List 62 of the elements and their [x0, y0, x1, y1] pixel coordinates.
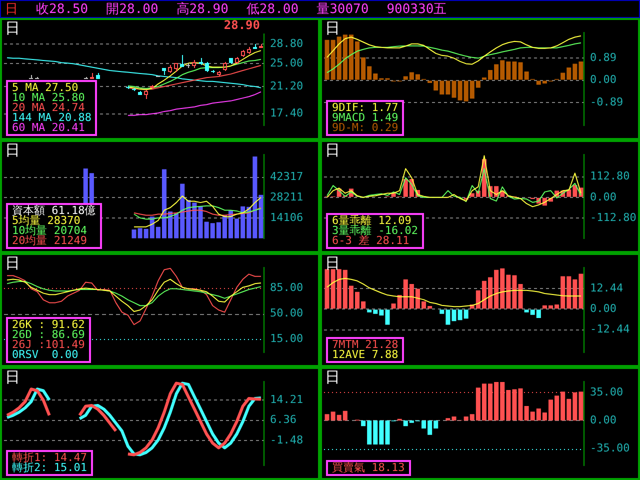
annotation: 0RSV 0.00	[12, 348, 78, 361]
text: 轉折2: 15.01	[12, 461, 87, 474]
annotation: 日	[325, 141, 340, 159]
text: 高28.90	[176, 1, 228, 18]
annotation: 日	[325, 368, 340, 386]
text: 收28.50	[36, 1, 88, 18]
annotation: 日	[5, 19, 20, 37]
text: 26J :101.49	[12, 338, 85, 351]
y-tick-label: 0.00	[590, 413, 616, 426]
series-label: 7MTM 21.28	[332, 338, 398, 351]
text: 10 MA 25.80	[12, 91, 86, 104]
y-tick-label: 15.00	[270, 332, 304, 346]
text: 9DIF: 1.77	[332, 101, 398, 114]
text: 26D : 86.69	[12, 328, 85, 341]
text: 9MACD 1.49	[332, 111, 398, 124]
text: 6-3 差 28.11	[332, 234, 410, 247]
text: 60 MA 20.41	[12, 121, 85, 134]
y-tick-label: -1.48	[270, 434, 304, 447]
y-tick-label: 112.80	[590, 170, 630, 183]
text: 12AVE 7.88	[332, 348, 398, 361]
y-tick-label: 12.44	[590, 281, 624, 294]
text: 20 MA 24.74	[12, 101, 85, 114]
text: 5 MA 27.50	[12, 81, 78, 94]
y-tick-label: 14106	[270, 210, 304, 224]
text: 開28.00	[106, 1, 158, 18]
text: 量30070	[316, 1, 369, 18]
y-tick-label: -12.44	[590, 322, 630, 336]
text: 20均量 21249	[12, 234, 88, 247]
y-tick-label: 35.00	[590, 385, 624, 398]
y-tick-label: 25.00	[270, 56, 304, 70]
text: 26K : 91.62	[12, 318, 85, 331]
annotation: 日	[325, 19, 340, 37]
text: 轉折1: 14.47	[12, 451, 87, 464]
y-tick-label: 0.89	[590, 50, 616, 64]
annotation: 日	[5, 368, 20, 386]
y-tick-label: 28.80	[270, 37, 304, 50]
y-tick-label: 28211	[270, 190, 304, 204]
annotation: 日	[325, 254, 340, 272]
text: 900330五	[386, 1, 447, 18]
y-tick-label: -112.80	[590, 210, 636, 224]
text: 28.90	[224, 18, 260, 32]
text: 144 MA 20.88	[12, 111, 92, 124]
y-tick-label: 17.40	[270, 106, 304, 120]
y-tick-label: 0.00	[590, 190, 616, 204]
y-tick-label: 42317	[270, 170, 304, 184]
text: 9D-M: 0.29	[332, 121, 398, 134]
y-tick-label: -0.89	[590, 95, 624, 108]
annotation: 日	[5, 141, 20, 159]
y-tick-label: 50.00	[270, 306, 304, 320]
annotation: 日	[5, 254, 20, 272]
y-tick-label: 14.21	[270, 392, 304, 406]
y-tick-label: -35.00	[590, 441, 630, 454]
text: 3量乖離 -16.02	[332, 224, 418, 237]
text: 買賣氣 18.13	[332, 461, 405, 474]
y-tick-label: 6.36	[270, 413, 296, 426]
y-tick-label: 21.20	[270, 79, 304, 92]
y-tick-label: 0.00	[590, 302, 616, 316]
y-tick-label: 0.00	[590, 73, 616, 86]
legend-title: 資本額 61.18億	[12, 204, 96, 217]
text: 低28.00	[246, 1, 299, 18]
text: 日	[5, 1, 18, 18]
y-tick-label: 85.00	[270, 280, 304, 294]
